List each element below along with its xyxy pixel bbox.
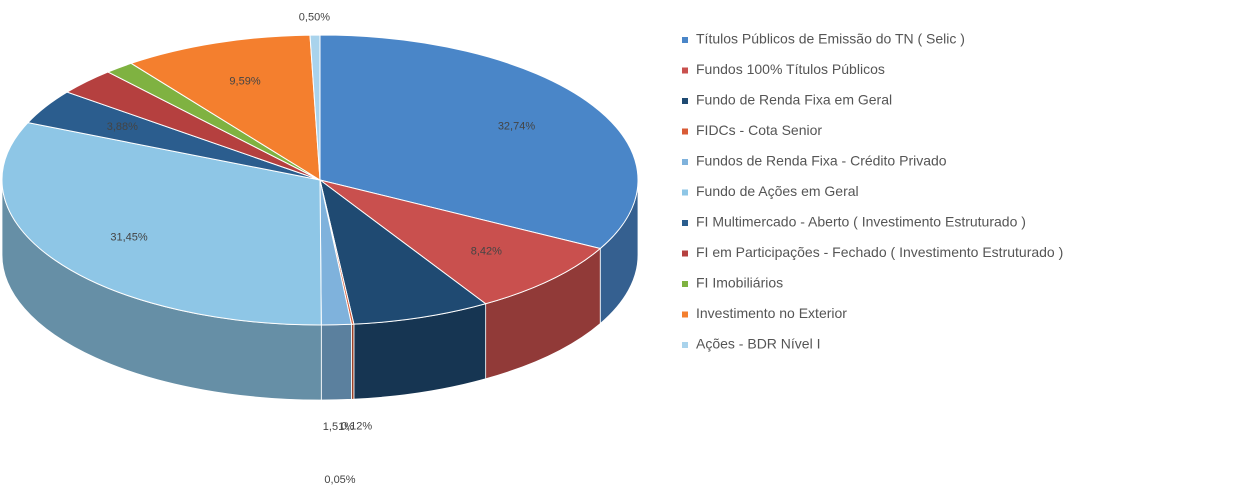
legend-swatch xyxy=(682,128,688,135)
slice xyxy=(319,34,639,250)
pie-tops xyxy=(1,34,639,326)
value-label: 0,12% xyxy=(341,420,372,432)
legend-swatch xyxy=(682,220,688,226)
legend-label: FIDCs - Cota Senior xyxy=(696,122,822,138)
slice xyxy=(129,34,321,181)
legend-swatch xyxy=(682,311,688,318)
annotation: 0,05% xyxy=(324,474,355,486)
legend-swatch xyxy=(682,37,688,43)
slice xyxy=(309,34,321,181)
slice xyxy=(319,178,487,325)
value-label: 8,42% xyxy=(471,246,502,258)
legend-label: Títulos Públicos de Emissão do TN ( Seli… xyxy=(696,31,965,47)
value-label: 1,51% xyxy=(323,421,354,433)
legend-label: Fundo de Renda Fixa em Geral xyxy=(696,92,892,108)
legend-label: FI Multimercado - Aberto ( Investimento … xyxy=(696,214,1026,230)
legend-swatch xyxy=(682,250,688,257)
value-label: 3,88% xyxy=(107,121,138,133)
pie-sides xyxy=(1,179,639,401)
slice-side xyxy=(320,323,352,401)
legend-swatch xyxy=(682,67,688,74)
legend-label: Ações - BDR Nível I xyxy=(696,336,820,352)
value-label: 9,59% xyxy=(229,75,260,87)
slice xyxy=(319,179,602,305)
legend-label: FI em Participações - Fechado ( Investim… xyxy=(696,244,1063,260)
legend-label: Fundo de Ações em Geral xyxy=(696,183,859,199)
legend-label: Fundos 100% Títulos Públicos xyxy=(696,61,885,77)
legend-swatch xyxy=(682,98,688,104)
legend-swatch xyxy=(682,159,688,165)
legend-swatch xyxy=(682,342,688,348)
value-label: 31,45% xyxy=(110,231,148,243)
value-label: 0,50% xyxy=(299,12,330,24)
legend-swatch xyxy=(682,189,688,196)
legend-label: Fundos de Renda Fixa - Crédito Privado xyxy=(696,153,947,169)
legend-label: FI Imobiliários xyxy=(696,275,783,291)
slice xyxy=(1,122,322,326)
legend-label: Investimento no Exterior xyxy=(696,305,847,321)
legend-swatch xyxy=(682,281,688,287)
value-label: 32,74% xyxy=(498,120,536,132)
